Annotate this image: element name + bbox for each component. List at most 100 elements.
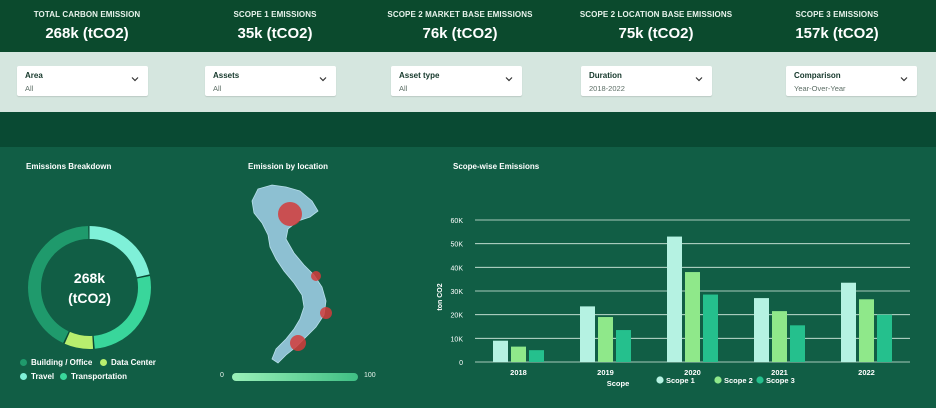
x-tick-label: 2019 xyxy=(597,368,614,377)
legend-dot xyxy=(20,373,27,380)
legend-label: Transportation xyxy=(71,372,128,381)
bar-scope-2-2021[interactable] xyxy=(772,311,787,362)
kpi-value: 268k (tCO2) xyxy=(45,25,129,42)
bar-scope-1-2019[interactable] xyxy=(580,306,595,362)
bar-scope-2-2018[interactable] xyxy=(511,346,526,362)
filter-value: All xyxy=(213,84,222,93)
hotspot-marker[interactable] xyxy=(278,202,302,226)
kpi-total-carbon: TOTAL CARBON EMISSION 268k (tCO2) xyxy=(22,10,152,42)
bar-scope-3-2022[interactable] xyxy=(877,314,892,362)
scope-title: Scope-wise Emissions xyxy=(453,162,540,171)
scope-chart: 0 10K 20K 30K 40K 50K 60K ton CO2 2018 2019 2020 20… xyxy=(430,207,920,407)
kpi-value: 35k (tCO2) xyxy=(237,25,313,42)
location-title: Emission by location xyxy=(248,162,329,171)
donut-segment-travel[interactable] xyxy=(28,226,151,349)
kpi-label: SCOPE 2 LOCATION BASE EMISSIONS xyxy=(579,10,733,19)
x-tick-label: 2018 xyxy=(510,368,527,377)
x-axis-label: Scope xyxy=(607,379,630,388)
filter-label: Assets xyxy=(213,71,240,80)
chevron-down-icon[interactable] xyxy=(130,74,140,84)
donut-chart xyxy=(28,226,151,349)
filter-value: All xyxy=(25,84,34,93)
dashboard-main: Emissions Breakdown 268k (tCO2) Building… xyxy=(0,147,936,408)
bar-scope-2-2022[interactable] xyxy=(859,299,874,362)
chevron-down-icon[interactable] xyxy=(899,74,909,84)
filter-label: Duration xyxy=(589,71,622,80)
y-axis-label: ton CO2 xyxy=(437,283,444,310)
kpi-label: SCOPE 3 EMISSIONS xyxy=(795,10,879,19)
legend-dot xyxy=(20,359,27,366)
legend-label: Travel xyxy=(31,372,55,381)
scale-max-label: 100 xyxy=(364,372,376,379)
y-tick-label: 10K xyxy=(451,336,464,343)
filter-label: Comparison xyxy=(794,71,841,80)
chevron-down-icon[interactable] xyxy=(504,74,514,84)
bar-scope-1-2021[interactable] xyxy=(754,298,769,362)
kpi-label: SCOPE 2 MARKET BASE EMISSIONS xyxy=(387,10,533,19)
bar-scope-3-2019[interactable] xyxy=(616,330,631,362)
filter-value: All xyxy=(399,84,408,93)
y-tick-label: 60K xyxy=(451,218,464,225)
asset-type-filter[interactable]: Asset type All xyxy=(391,66,522,96)
duration-filter[interactable]: Duration 2018-2022 xyxy=(581,66,712,96)
kpi-bar: TOTAL CARBON EMISSION 268k (tCO2) SCOPE … xyxy=(0,0,936,52)
y-tick-label: 50K xyxy=(451,242,464,249)
kpi-label: SCOPE 1 EMISSIONS xyxy=(233,10,317,19)
legend-travel: Travel xyxy=(20,372,54,381)
divider-strip xyxy=(0,112,936,147)
filter-label: Asset type xyxy=(399,71,440,80)
legend-label: Building / Office xyxy=(31,358,93,367)
bar-scope-3-2021[interactable] xyxy=(790,325,805,362)
legend-dot xyxy=(656,376,664,384)
kpi-scope3: SCOPE 3 EMISSIONS 157k (tCO2) xyxy=(777,10,897,42)
color-scale-bar xyxy=(232,373,358,381)
legend-building-office: Building / Office xyxy=(20,358,92,367)
legend-label: Data Center xyxy=(111,358,156,367)
y-tick-label: 20K xyxy=(451,313,464,320)
vietnam-map-icon xyxy=(251,184,332,364)
donut-unit: (tCO2) xyxy=(68,289,111,306)
hotspot-marker[interactable] xyxy=(290,335,306,351)
y-tick-label: 40K xyxy=(451,265,464,272)
bar-scope-3-2020[interactable] xyxy=(703,294,718,362)
filter-bar: Area All Assets All Asset type All Durat… xyxy=(0,52,936,112)
kpi-scope2-market: SCOPE 2 MARKET BASE EMISSIONS 76k (tCO2) xyxy=(380,10,540,42)
legend-dot xyxy=(100,359,107,366)
y-tick-label: 30K xyxy=(451,289,464,296)
kpi-value: 75k (tCO2) xyxy=(618,25,694,42)
legend-data-center: Data Center xyxy=(100,358,156,367)
bar-scope-1-2018[interactable] xyxy=(493,340,508,362)
kpi-scope1: SCOPE 1 EMISSIONS 35k (tCO2) xyxy=(210,10,340,42)
area-filter[interactable]: Area All xyxy=(17,66,148,96)
chevron-down-icon[interactable] xyxy=(318,74,328,84)
bar-scope-1-2022[interactable] xyxy=(841,282,856,362)
kpi-scope2-location: SCOPE 2 LOCATION BASE EMISSIONS 75k (tCO… xyxy=(574,10,738,42)
assets-filter[interactable]: Assets All xyxy=(205,66,336,96)
hotspot-marker[interactable] xyxy=(311,271,321,281)
legend-dot xyxy=(714,376,722,384)
bar-scope-3-2018[interactable] xyxy=(529,350,544,362)
bar-scope-1-2020[interactable] xyxy=(667,236,682,362)
donut-segment-data-center[interactable] xyxy=(28,226,151,349)
bar-scope-2-2020[interactable] xyxy=(685,272,700,362)
bar-chart: 0 10K 20K 30K 40K 50K 60K ton CO2 2018 2019 2020 20… xyxy=(437,218,910,388)
emission-map xyxy=(240,177,360,372)
x-tick-label: 2021 xyxy=(771,368,788,377)
legend-transportation: Transportation xyxy=(60,372,127,381)
x-tick-label: 2022 xyxy=(858,368,875,377)
donut-center-label: 268k (tCO2) xyxy=(24,222,155,353)
bar-scope-2-2019[interactable] xyxy=(598,317,613,362)
donut-total: 268k xyxy=(73,269,106,286)
comparison-filter[interactable]: Comparison Year-Over-Year xyxy=(786,66,917,96)
filter-value: Year-Over-Year xyxy=(794,84,846,93)
kpi-value: 76k (tCO2) xyxy=(422,25,498,42)
y-tick-label: 0 xyxy=(459,360,463,367)
chevron-down-icon[interactable] xyxy=(694,74,704,84)
hotspot-marker[interactable] xyxy=(320,307,332,319)
legend-label: Scope 3 xyxy=(766,376,795,385)
filter-value: 2018-2022 xyxy=(589,84,625,93)
donut-segment-building-office[interactable] xyxy=(28,226,151,349)
kpi-value: 157k (tCO2) xyxy=(795,25,879,42)
legend-label: Scope 1 xyxy=(666,376,695,385)
donut-segment-transportation[interactable] xyxy=(28,226,151,349)
